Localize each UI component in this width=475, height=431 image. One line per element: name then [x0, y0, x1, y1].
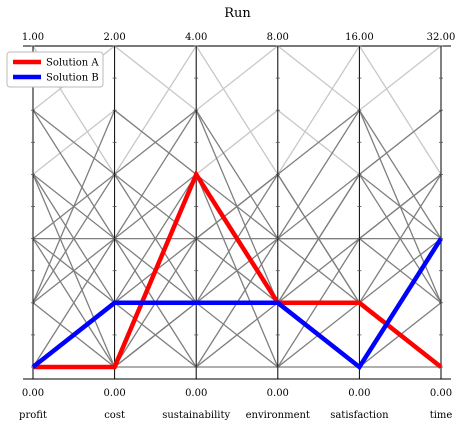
axis-name-label: time [430, 410, 453, 421]
chart-title: Run [224, 6, 251, 21]
legend-label: Solution A [46, 58, 99, 69]
top-tick-label: 32.00 [427, 32, 456, 43]
bottom-tick-label: 0.00 [185, 388, 207, 399]
axis-name-label: environment [246, 410, 310, 421]
bottom-tick-label: 0.00 [348, 388, 370, 399]
axis-name-label: sustainability [162, 410, 230, 421]
bottom-tick-label: 0.00 [430, 388, 452, 399]
series-line-solution-b [31, 237, 443, 371]
axes-group [23, 45, 451, 380]
axis-name-label: cost [104, 410, 125, 421]
axis-name-label: satisfaction [330, 410, 389, 421]
bottom-tick-label: 0.00 [103, 388, 125, 399]
series-line-solution-a [33, 169, 443, 370]
axis-name-label: profit [19, 410, 47, 421]
legend: Solution A Solution B [6, 51, 104, 88]
top-tick-label: 8.00 [267, 32, 289, 43]
bottom-tick-label: 0.00 [22, 388, 44, 399]
background-line [32, 109, 442, 240]
axis-labels: 1.00 0.00 profit 2.00 0.00 cost 4.00 0.00 sustai… [19, 32, 455, 421]
background-line [32, 109, 442, 369]
top-tick-label: 2.00 [103, 32, 125, 43]
background-line [32, 44, 442, 176]
legend-label: Solution B [46, 73, 99, 84]
top-tick-label: 16.00 [345, 32, 374, 43]
bottom-tick-label: 0.00 [267, 388, 289, 399]
top-tick-label: 1.00 [22, 32, 44, 43]
series-lines [31, 169, 443, 371]
top-tick-label: 4.00 [185, 32, 207, 43]
